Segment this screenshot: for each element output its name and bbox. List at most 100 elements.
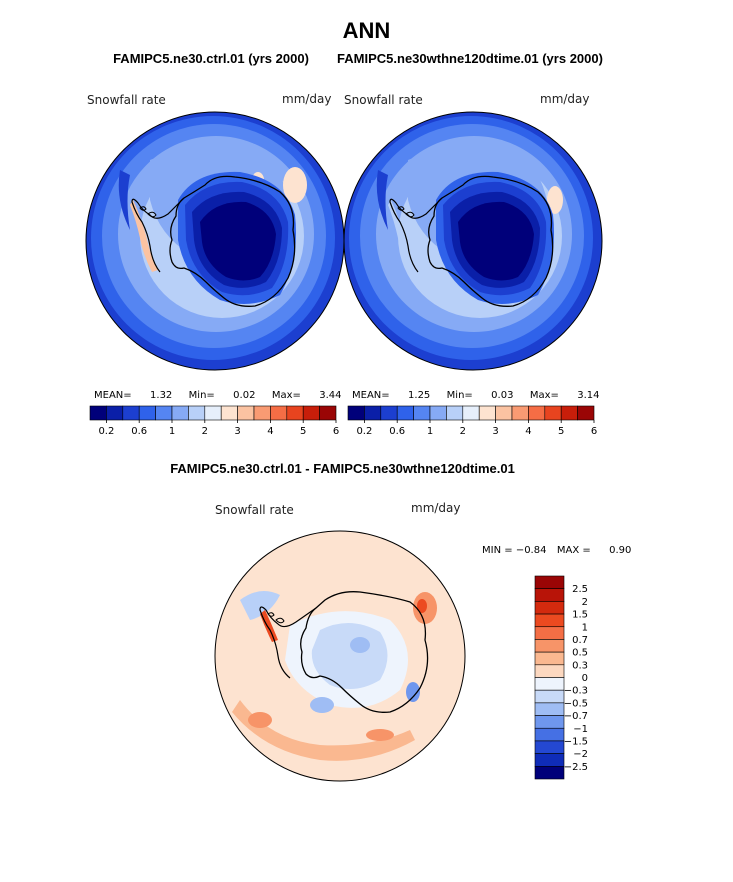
control-colorbar-swatch	[122, 405, 140, 421]
test-colorbar-swatch	[478, 405, 496, 421]
test-colorbar-swatch	[528, 405, 546, 421]
control-colorbar-swatch	[319, 405, 337, 421]
control-colorbar-swatch	[237, 405, 255, 421]
control-colorbar-tick-label: 2	[202, 426, 208, 437]
test-colorbar-tick-label: 5	[558, 426, 564, 437]
test-colorbar-swatch	[396, 405, 414, 421]
control-colorbar-tick-label: 0.6	[131, 426, 147, 437]
panel1-min-label: Min=	[188, 390, 215, 401]
test-colorbar-swatch	[462, 405, 480, 421]
panel2-stats: MEAN= 1.25 Min= 0.03 Max= 3.14	[352, 390, 600, 401]
difference-colorbar-tick-label: −2.5	[564, 762, 588, 773]
panel2-min-value: 0.03	[491, 390, 514, 401]
difference-colorbar: 2.5 2 1.51 0.7 0.50.3 0 −0.3−0.5 −0.7 −1−1.5 −2 −2…	[534, 575, 588, 780]
diff-min-label: MIN =	[482, 545, 513, 556]
test-colorbar-swatch	[544, 405, 562, 421]
test-case-subtitle: FAMIPC5.ne30wthne120dtime.01 (yrs 2000)	[337, 51, 603, 66]
diff-max-label: MAX =	[556, 545, 591, 556]
panel2-mean-label: MEAN=	[352, 390, 390, 401]
difference-colorbar-tick-label: −0.5	[564, 698, 588, 709]
difference-colorbar-swatch	[534, 639, 565, 653]
panel1-mean-label: MEAN=	[94, 390, 132, 401]
panel1-units-label: mm/day	[282, 92, 332, 106]
test-colorbar-swatch	[560, 405, 578, 421]
difference-colorbar-swatch	[534, 677, 565, 691]
diff-units-label: mm/day	[411, 501, 461, 515]
diff-min-value: −0.84	[515, 545, 547, 556]
test-colorbar-tick-label: 6	[591, 426, 597, 437]
difference-colorbar-swatch	[534, 601, 565, 615]
control-colorbar-swatch	[89, 405, 107, 421]
difference-colorbar-swatch	[534, 613, 565, 628]
panel1-stats: MEAN= 1.32 Min= 0.02 Max= 3.44	[94, 390, 342, 401]
test-colorbar-tick-label: 4	[525, 426, 531, 437]
difference-colorbar-swatch	[534, 588, 565, 602]
difference-colorbar-swatch	[534, 664, 565, 678]
difference-colorbar-swatch	[534, 766, 565, 780]
panel2-mean-value: 1.25	[408, 390, 431, 401]
panel2-units-label: mm/day	[540, 92, 590, 106]
control-colorbar-swatch	[270, 405, 288, 421]
control-colorbar: 0.2 0.6 1 2 3 4 5 6	[89, 405, 339, 437]
panel1-min-value: 0.02	[233, 390, 256, 401]
control-colorbar-swatch	[286, 405, 304, 421]
control-colorbar-swatch	[302, 405, 320, 421]
control-colorbar-swatch	[220, 405, 238, 421]
difference-colorbar-tick-label: −2	[573, 749, 588, 760]
test-colorbar-swatch	[446, 405, 464, 421]
panel1-mean-value: 1.32	[150, 390, 173, 401]
difference-colorbar-tick-label: 0.3	[572, 660, 588, 671]
difference-colorbar-swatch	[534, 727, 565, 742]
control-colorbar-tick-label: 1	[169, 426, 175, 437]
plot-title: ANN	[342, 18, 391, 43]
difference-colorbar-swatch	[534, 753, 565, 767]
difference-colorbar-tick-label: 0	[582, 673, 588, 684]
difference-colorbar-swatch	[534, 740, 565, 754]
test-colorbar-swatch	[429, 405, 447, 421]
test-colorbar-tick-label: 1	[427, 426, 433, 437]
difference-colorbar-swatch	[534, 689, 565, 704]
control-colorbar-swatch	[155, 405, 173, 421]
difference-colorbar-tick-label: −0.7	[564, 711, 588, 722]
panel2-max-label: Max=	[529, 390, 559, 401]
difference-colorbar-swatch	[534, 626, 565, 640]
difference-colorbar-tick-label: 2.5	[572, 584, 588, 595]
difference-colorbar-tick-label: 1.5	[572, 610, 588, 621]
difference-colorbar-tick-label: −1	[573, 724, 588, 735]
control-colorbar-swatch	[138, 405, 156, 421]
test-colorbar-tick-label: 2	[460, 426, 466, 437]
panel1-max-value: 3.44	[319, 390, 342, 401]
difference-colorbar-swatch	[534, 702, 565, 716]
difference-colorbar-swatch	[534, 575, 565, 589]
panel1-max-label: Max=	[271, 390, 301, 401]
control-colorbar-swatch	[253, 405, 271, 421]
test-colorbar-swatch	[577, 405, 595, 421]
test-colorbar-tick-label: 0.2	[356, 426, 372, 437]
difference-colorbar-tick-label: 2	[582, 597, 588, 608]
test-colorbar-swatch	[495, 405, 513, 421]
diff-variable-label: Snowfall rate	[215, 503, 294, 517]
control-colorbar-tick-label: 5	[300, 426, 306, 437]
test-colorbar-swatch	[413, 405, 431, 421]
difference-colorbar-tick-label: 1	[582, 622, 588, 633]
difference-colorbar-tick-label: 0.5	[572, 648, 588, 659]
test-colorbar-swatch	[380, 405, 398, 421]
difference-title: FAMIPC5.ne30.ctrl.01 - FAMIPC5.ne30wthne…	[170, 461, 515, 476]
test-colorbar-swatch	[364, 405, 382, 421]
panel2-max-value: 3.14	[577, 390, 600, 401]
difference-colorbar-swatch	[534, 715, 565, 729]
difference-colorbar-swatch	[534, 651, 565, 666]
control-colorbar-tick-label: 0.2	[98, 426, 114, 437]
control-colorbar-swatch	[204, 405, 222, 421]
test-colorbar-swatch	[347, 405, 365, 421]
control-polar-map	[85, 111, 345, 371]
test-colorbar-tick-label: 0.6	[389, 426, 405, 437]
panel2-min-label: Min=	[446, 390, 473, 401]
control-colorbar-swatch	[106, 405, 124, 421]
panel2-variable-label: Snowfall rate	[344, 93, 423, 107]
control-colorbar-swatch	[171, 405, 189, 421]
control-colorbar-tick-label: 4	[267, 426, 273, 437]
diff-max-value: 0.90	[609, 545, 632, 556]
diff-stats: MIN = −0.84 MAX = 0.90	[482, 545, 631, 556]
